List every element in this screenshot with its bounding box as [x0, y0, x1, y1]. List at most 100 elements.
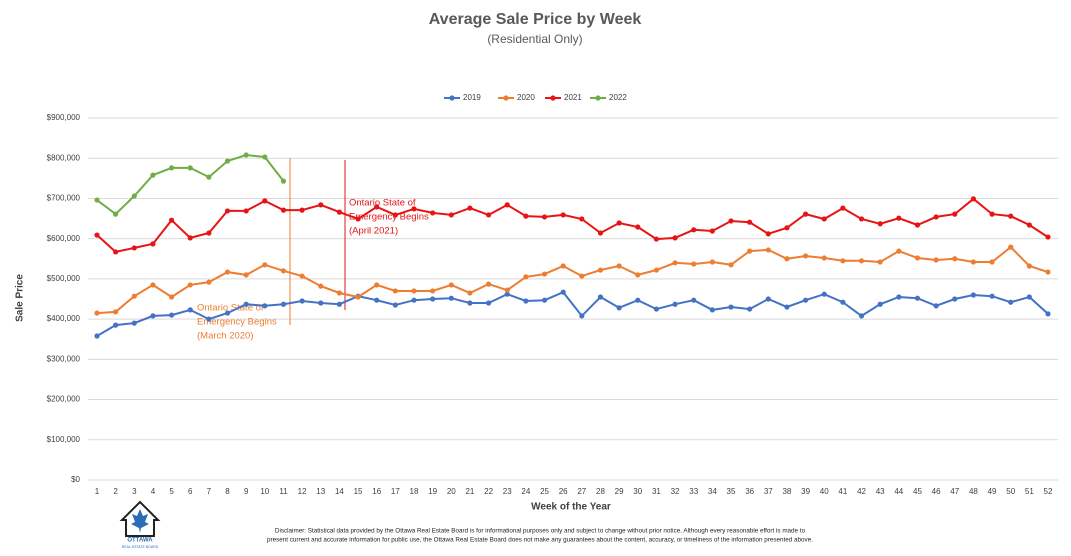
x-tick-label: 28 [596, 487, 605, 496]
annotation-text: Emergency Begins [197, 317, 277, 328]
data-point [243, 301, 249, 307]
logo: OTTAWA REAL ESTATE BOARD [119, 500, 161, 549]
y-tick-label: $900,000 [47, 113, 81, 122]
data-point [560, 289, 566, 295]
x-tick-label: 49 [988, 487, 997, 496]
data-point [784, 256, 790, 262]
data-point [187, 165, 193, 171]
x-tick-label: 50 [1006, 487, 1015, 496]
disclaimer: Disclaimer: Statistical data provided by… [275, 528, 806, 535]
data-point [1008, 213, 1014, 219]
data-point [262, 154, 268, 160]
x-tick-label: 51 [1025, 487, 1034, 496]
logo-text: OTTAWA [127, 538, 153, 544]
series-line [96, 197, 1049, 253]
legend-label: 2021 [564, 93, 582, 102]
data-point [336, 290, 343, 296]
data-point [131, 320, 137, 326]
data-point [560, 212, 566, 218]
chart-title: Average Sale Price by Week [429, 11, 642, 28]
y-tick-label: $800,000 [47, 153, 81, 162]
data-point [224, 208, 231, 214]
series [94, 289, 1051, 339]
data-point [802, 297, 809, 303]
data-point [523, 298, 529, 304]
data-point [914, 255, 921, 261]
data-point [970, 259, 977, 265]
data-point [355, 294, 361, 300]
series [94, 152, 287, 217]
x-tick-label: 23 [503, 487, 512, 496]
x-tick-label: 37 [764, 487, 773, 496]
data-point [374, 282, 380, 288]
x-tick-label: 31 [652, 487, 661, 496]
data-point [1045, 269, 1051, 275]
legend-marker [550, 95, 556, 101]
logo-house [119, 500, 161, 537]
x-tick-label: 16 [372, 487, 381, 496]
data-point [933, 214, 939, 220]
data-point [411, 206, 417, 212]
data-point [150, 241, 156, 247]
data-point [1008, 244, 1014, 250]
data-point [952, 296, 958, 302]
data-point [168, 165, 175, 171]
annotation-text: Ontario State of [349, 198, 416, 209]
x-tick-label: 18 [410, 487, 419, 496]
data-point [187, 235, 193, 241]
data-point [933, 257, 939, 263]
x-tick-label: 24 [521, 487, 530, 496]
series [94, 196, 1051, 255]
data-point [523, 213, 529, 219]
data-point [504, 287, 510, 293]
data-point [765, 231, 771, 237]
data-point [691, 227, 697, 233]
data-point [467, 300, 473, 306]
data-point [765, 296, 771, 302]
data-point [280, 178, 287, 184]
data-point [94, 310, 100, 316]
data-point [113, 309, 119, 315]
data-point [989, 211, 995, 217]
x-tick-label: 33 [689, 487, 698, 496]
x-tick-label: 13 [316, 487, 325, 496]
data-point [1045, 311, 1051, 317]
x-tick-label: 29 [615, 487, 624, 496]
data-point [150, 282, 156, 288]
data-point [355, 216, 361, 222]
data-point [877, 259, 883, 265]
data-point [150, 313, 156, 319]
x-axis-title: Week of the Year [531, 502, 611, 513]
legend-label: 2020 [517, 93, 535, 102]
data-point [336, 301, 343, 307]
data-point [579, 216, 585, 222]
data-point [224, 310, 231, 316]
data-point [672, 301, 678, 307]
data-point [224, 158, 231, 164]
legend-marker [595, 95, 601, 101]
data-point [579, 313, 585, 319]
data-point [858, 258, 865, 264]
data-point [541, 214, 548, 220]
data-point [784, 225, 790, 231]
series [94, 244, 1051, 316]
data-point [840, 205, 846, 211]
data-point [952, 256, 958, 262]
x-tick-label: 34 [708, 487, 717, 496]
data-point [784, 304, 790, 310]
x-tick-label: 11 [279, 487, 288, 496]
data-point [318, 300, 324, 306]
data-point [150, 172, 156, 178]
data-point [224, 269, 231, 275]
data-point [597, 267, 604, 273]
data-point [802, 253, 809, 259]
data-point [243, 208, 249, 214]
x-tick-label: 32 [671, 487, 680, 496]
data-point [113, 249, 119, 255]
x-tick-label: 41 [838, 487, 847, 496]
y-axis-title: Sale Price [15, 274, 26, 322]
data-point [168, 294, 175, 300]
data-point [392, 288, 398, 294]
data-point [709, 307, 715, 313]
